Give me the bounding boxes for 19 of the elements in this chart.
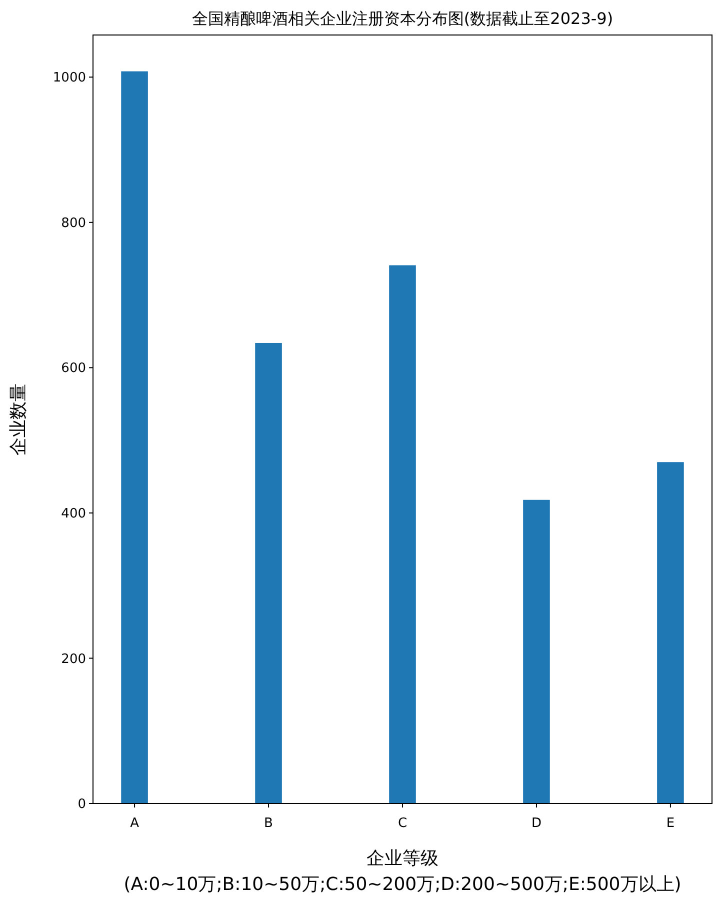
y-axis-title: 企业数量 <box>8 383 29 456</box>
bar <box>255 342 282 804</box>
x-tick-label: E <box>666 816 675 832</box>
chart-title: 全国精酿啤酒相关企业注册资本分布图(数据截止至2023-9) <box>192 9 614 28</box>
bar <box>389 265 416 804</box>
bar <box>657 462 684 804</box>
x-tick-label: A <box>130 816 140 832</box>
y-tick-label: 1000 <box>52 70 86 86</box>
y-tick-label: 200 <box>61 652 86 667</box>
x-tick-label: B <box>264 816 273 832</box>
x-axis-title: 企业等级 (A:0~10万;B:10~50万;C:50~200万;D:200~500万;E:500万以上) <box>124 848 682 895</box>
y-tick-label: 0 <box>78 797 86 812</box>
y-tick-label: 400 <box>61 506 86 522</box>
bar <box>523 500 550 804</box>
bar <box>121 71 148 804</box>
x-tick-label: C <box>398 816 408 832</box>
y-tick-label: 600 <box>61 361 86 376</box>
x-tick-label: D <box>531 816 542 832</box>
y-tick-label: 800 <box>61 216 86 231</box>
